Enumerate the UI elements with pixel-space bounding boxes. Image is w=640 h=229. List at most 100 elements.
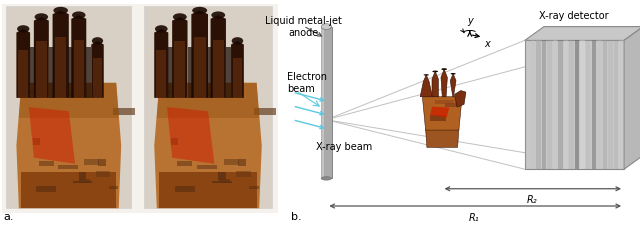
Bar (19, 50, 28, 98)
Bar (109, 187, 118, 189)
Bar (98, 160, 106, 166)
Polygon shape (172, 18, 188, 98)
Bar (614, 41, 618, 169)
Bar (23, 91, 43, 95)
Bar (603, 41, 607, 169)
Bar (525, 41, 529, 169)
Bar (30, 48, 35, 98)
Bar (597, 41, 602, 169)
Polygon shape (430, 107, 449, 118)
Polygon shape (525, 27, 640, 41)
Bar (188, 48, 193, 98)
Bar (445, 103, 456, 108)
Bar (175, 42, 185, 98)
Bar (580, 41, 585, 169)
Bar (68, 48, 72, 98)
Bar (253, 108, 276, 115)
Text: X-ray beam: X-ray beam (316, 142, 372, 152)
Polygon shape (420, 76, 433, 97)
Bar (49, 48, 54, 98)
Polygon shape (432, 72, 438, 97)
Polygon shape (167, 108, 214, 164)
Bar (558, 41, 563, 169)
Bar (21, 172, 116, 208)
Bar (36, 186, 56, 192)
Ellipse shape (35, 14, 48, 22)
Ellipse shape (72, 12, 86, 20)
Bar (161, 91, 182, 95)
Bar (36, 42, 47, 98)
Bar (586, 41, 591, 169)
Polygon shape (34, 18, 49, 98)
Bar (74, 41, 84, 98)
Ellipse shape (173, 14, 187, 22)
Bar (58, 165, 78, 169)
Bar (547, 41, 552, 169)
Polygon shape (92, 42, 104, 98)
Polygon shape (211, 16, 226, 98)
Bar (525, 41, 624, 169)
Bar (531, 41, 535, 169)
Bar (570, 41, 574, 169)
Ellipse shape (155, 26, 168, 33)
Bar (608, 41, 612, 169)
Text: a.: a. (3, 211, 13, 221)
Bar (435, 100, 454, 104)
Bar (236, 171, 251, 177)
Ellipse shape (442, 69, 447, 71)
Bar (224, 160, 239, 165)
Ellipse shape (321, 177, 332, 180)
Bar (113, 108, 135, 115)
Polygon shape (624, 27, 640, 169)
Bar (168, 48, 173, 98)
Polygon shape (157, 83, 259, 118)
Bar (194, 38, 205, 98)
Bar (2, 5, 278, 213)
Bar (564, 41, 568, 169)
Polygon shape (19, 83, 119, 118)
Ellipse shape (17, 26, 29, 33)
Ellipse shape (53, 8, 68, 15)
Bar (207, 48, 212, 98)
Bar (144, 7, 272, 208)
Ellipse shape (92, 38, 103, 45)
Bar (226, 48, 231, 98)
Bar (197, 165, 218, 169)
Bar (57, 91, 75, 97)
Polygon shape (154, 83, 262, 208)
Bar (620, 41, 623, 169)
Text: x: x (484, 38, 490, 48)
Ellipse shape (433, 71, 438, 73)
Polygon shape (441, 70, 447, 97)
Bar (219, 179, 230, 183)
Bar (218, 172, 226, 180)
Text: X-ray detector: X-ray detector (540, 11, 609, 21)
Ellipse shape (451, 74, 456, 75)
Bar (249, 187, 259, 189)
Bar (84, 160, 99, 165)
Bar (321, 27, 324, 179)
Bar (73, 181, 92, 183)
Text: y: y (467, 16, 472, 26)
Bar (6, 7, 131, 208)
Bar (541, 41, 546, 169)
Bar (33, 138, 40, 145)
Bar (177, 161, 193, 166)
Bar (156, 50, 166, 98)
Bar (212, 181, 232, 183)
Bar (591, 41, 596, 169)
Text: b.: b. (291, 211, 302, 221)
Bar (213, 41, 223, 98)
Polygon shape (17, 30, 30, 98)
Bar (55, 38, 67, 98)
Bar (86, 48, 92, 98)
Bar (79, 179, 90, 183)
Ellipse shape (211, 12, 225, 20)
Polygon shape (29, 108, 75, 164)
Bar (175, 186, 195, 192)
Polygon shape (154, 30, 168, 98)
Text: Liquid metal-jet
anode: Liquid metal-jet anode (265, 16, 342, 38)
Ellipse shape (321, 25, 332, 30)
Bar (172, 138, 178, 145)
Bar (79, 172, 86, 180)
